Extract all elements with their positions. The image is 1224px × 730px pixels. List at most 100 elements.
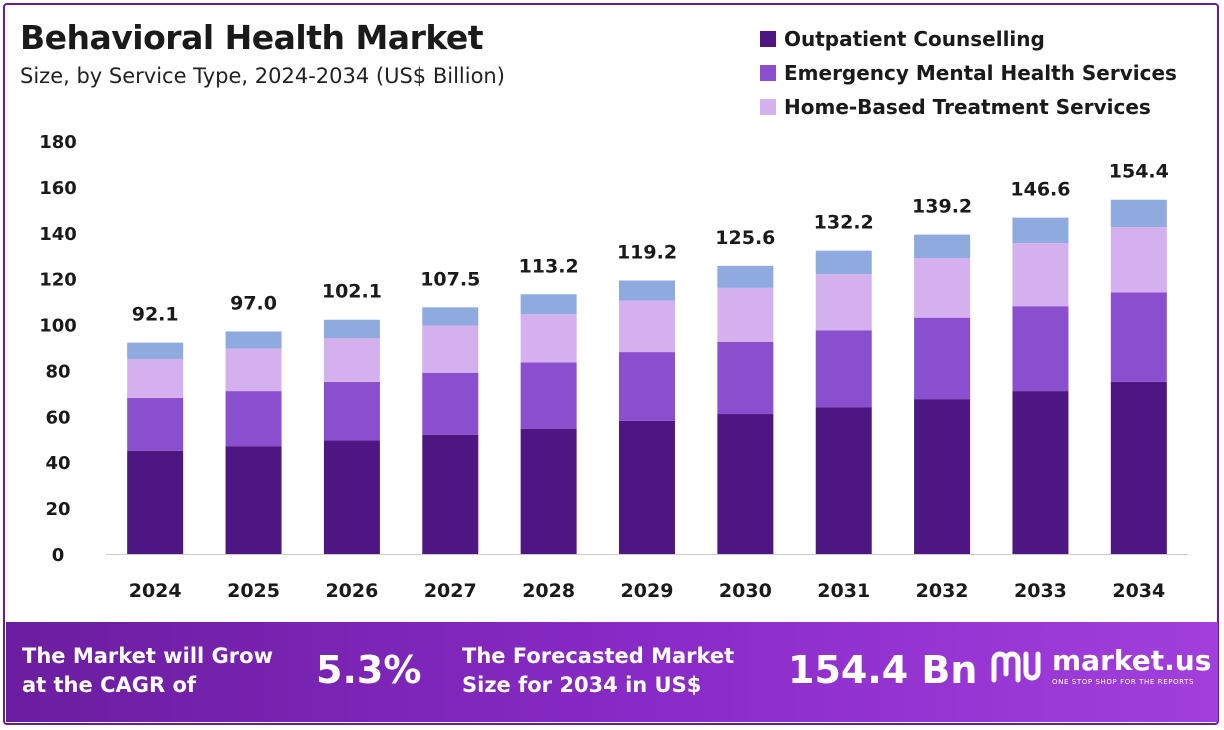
bar-segment-2030-1 — [717, 341, 774, 415]
legend-item-emergency: Emergency Mental Health Services — [760, 56, 1177, 90]
bar-segment-2029-3 — [619, 280, 675, 301]
y-tick-label: 80 — [45, 361, 70, 382]
total-label-2031: 132.2 — [814, 212, 874, 234]
bar-segment-2032-2 — [914, 258, 971, 318]
bar-segment-2029-0 — [619, 420, 675, 554]
x-tick-label-2031: 2031 — [817, 580, 870, 602]
bar-segment-2029-1 — [619, 352, 675, 421]
legend-item-home-based: Home-Based Treatment Services — [760, 90, 1177, 124]
bar-segment-2031-2 — [815, 274, 872, 331]
total-label-2025: 97.0 — [230, 292, 277, 314]
bar-segment-2032-0 — [914, 399, 971, 554]
bar-segment-2028-3 — [520, 294, 577, 315]
total-label-2029: 119.2 — [617, 242, 677, 264]
brand-name: market.us — [1052, 643, 1212, 677]
market-us-logo-icon — [991, 651, 1041, 683]
bar-segment-2030-0 — [717, 414, 774, 554]
bar-segment-2027-3 — [422, 307, 479, 326]
footer-banner: The Market will Grow at the CAGR of 5.3%… — [6, 622, 1218, 722]
forecast-value: 154.4 Bn — [788, 648, 978, 692]
bar-segment-2027-0 — [422, 434, 479, 554]
legend-label-emergency: Emergency Mental Health Services — [784, 61, 1177, 85]
forecast-text-line2: Size for 2034 in US$ — [462, 673, 702, 697]
bar-segment-2032-3 — [914, 234, 971, 259]
bar-segment-2031-0 — [815, 407, 872, 554]
brand-logo: market.us ONE STOP SHOP FOR THE REPORTS — [990, 646, 1211, 686]
bar-segment-2032-1 — [914, 317, 971, 400]
bar-segment-2033-2 — [1012, 243, 1069, 307]
x-tick-label-2032: 2032 — [916, 580, 969, 602]
brand-tagline: ONE STOP SHOP FOR THE REPORTS — [1052, 677, 1195, 686]
bar-segment-2033-3 — [1012, 217, 1069, 244]
bar-segment-2031-1 — [815, 330, 872, 408]
total-label-2024: 92.1 — [132, 304, 179, 326]
x-tick-label-2028: 2028 — [522, 580, 575, 602]
bar-segment-2024-1 — [127, 397, 184, 451]
total-label-2027: 107.5 — [420, 268, 480, 290]
legend-swatch-emergency — [760, 65, 776, 81]
bar-segment-2030-2 — [717, 287, 774, 342]
x-tick-label-2024: 2024 — [129, 580, 182, 602]
bar-segment-2033-0 — [1012, 391, 1069, 554]
bar-segment-2025-0 — [225, 446, 282, 554]
bar-segment-2025-1 — [225, 391, 282, 447]
y-tick-label: 60 — [45, 407, 70, 428]
total-label-2032: 139.2 — [912, 196, 972, 218]
bar-segment-2034-2 — [1110, 227, 1167, 293]
bar-segment-2024-3 — [127, 342, 184, 359]
legend-swatch-home-based — [760, 99, 776, 115]
cagr-text: The Market will Grow at the CAGR of — [22, 642, 273, 700]
bar-segment-2025-3 — [225, 331, 282, 349]
legend-swatch-outpatient — [760, 31, 776, 47]
bar-segment-2026-3 — [323, 319, 380, 339]
bar-segment-2026-2 — [323, 338, 380, 382]
bar-segment-2028-1 — [520, 362, 577, 429]
bar-segment-2034-3 — [1110, 199, 1167, 228]
cagr-text-line2: at the CAGR of — [22, 673, 197, 697]
x-tick-label-2030: 2030 — [719, 580, 772, 602]
legend-label-home-based: Home-Based Treatment Services — [784, 95, 1151, 119]
bar-segment-2024-2 — [127, 358, 184, 398]
cagr-text-line1: The Market will Grow — [22, 644, 273, 668]
y-tick-label: 40 — [45, 453, 70, 474]
bar-segment-2034-0 — [1110, 381, 1167, 554]
bar-segment-2026-0 — [323, 440, 380, 554]
total-label-2026: 102.1 — [322, 281, 382, 303]
x-tick-label-2027: 2027 — [424, 580, 477, 602]
bar-chart: 0 20 40 60 80 100 120 140 160 180 92.1 2024 97.0 2025… — [39, 132, 1188, 602]
x-tick-label-2029: 2029 — [621, 580, 674, 602]
bar-segment-2028-0 — [520, 428, 577, 554]
x-tick-label-2033: 2033 — [1014, 580, 1067, 602]
legend-label-outpatient: Outpatient Counselling — [784, 27, 1045, 51]
x-tick-label-2025: 2025 — [227, 580, 280, 602]
x-tick-label-2034: 2034 — [1112, 580, 1165, 602]
bar-segment-2034-1 — [1110, 292, 1167, 382]
y-tick-label: 160 — [39, 178, 77, 199]
y-tick-label: 120 — [39, 270, 77, 291]
bar-segment-2033-1 — [1012, 306, 1069, 392]
bar-segment-2026-1 — [323, 381, 380, 441]
bar-segment-2024-0 — [127, 450, 184, 554]
y-tick-label: 0 — [52, 545, 65, 566]
total-label-2033: 146.6 — [1010, 179, 1070, 201]
chart-subtitle: Size, by Service Type, 2024-2034 (US$ Bi… — [20, 64, 505, 88]
bar-segment-2030-3 — [717, 265, 774, 288]
legend-item-outpatient: Outpatient Counselling — [760, 22, 1177, 56]
total-label-2028: 113.2 — [519, 255, 579, 277]
bar-segment-2027-2 — [422, 325, 479, 373]
forecast-text: The Forecasted Market Size for 2034 in U… — [462, 642, 734, 700]
bar-segment-2028-2 — [520, 314, 577, 363]
bar-segment-2027-1 — [422, 372, 479, 435]
legend: Outpatient Counselling Emergency Mental … — [760, 22, 1177, 124]
bar-segment-2031-3 — [815, 250, 872, 275]
chart-title: Behavioral Health Market — [20, 18, 484, 57]
total-label-2034: 154.4 — [1109, 161, 1169, 183]
forecast-text-line1: The Forecasted Market — [462, 644, 735, 668]
y-tick-label: 180 — [39, 132, 77, 153]
y-tick-label: 140 — [39, 224, 77, 245]
total-label-2030: 125.6 — [715, 227, 775, 249]
y-tick-label: 20 — [45, 499, 70, 520]
bar-segment-2029-2 — [619, 300, 675, 353]
bar-segment-2025-2 — [225, 348, 282, 392]
x-tick-label-2026: 2026 — [325, 580, 378, 602]
